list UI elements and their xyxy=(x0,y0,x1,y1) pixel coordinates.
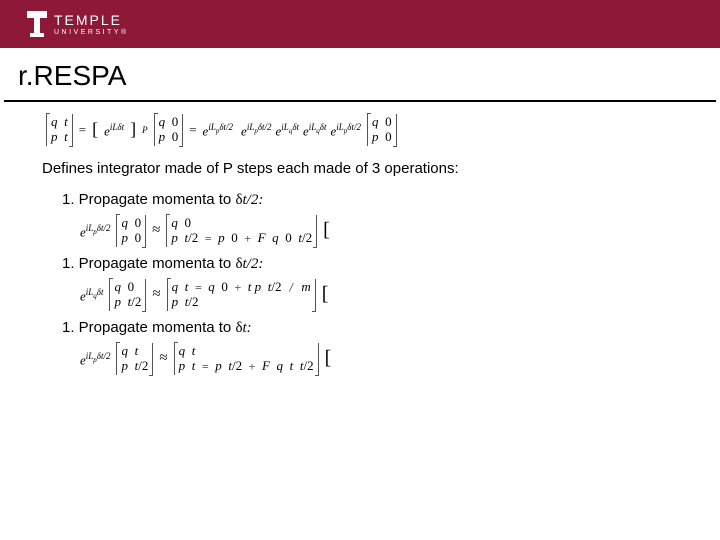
logo-t-icon xyxy=(26,9,48,39)
equals-sign: = xyxy=(79,122,86,138)
temple-logo: TEMPLE UNIVERSITY® xyxy=(26,9,129,39)
state-vector-qt-pt: q t p t xyxy=(46,114,73,146)
brand-header: TEMPLE UNIVERSITY® xyxy=(0,0,720,48)
state-vector-q0-p0: q 0 p 0 xyxy=(154,114,184,146)
logo-main-text: TEMPLE xyxy=(54,13,129,27)
intro-text: Defines integrator made of P steps each … xyxy=(42,160,680,177)
main-equation: q t p t = [ eiLδt ]P q 0 p 0 = eiLpδt/2 … xyxy=(40,114,680,146)
power-p: P xyxy=(142,125,148,135)
state-vector-q0-p0-right: q 0 p 0 xyxy=(367,114,397,146)
propagator-chain: eiLpδt/2 eiLpδt/2 eiLqδt eiLqδt eiLpδt/2 xyxy=(203,120,361,139)
step-2-equation: eiLqδt q 0 p t/2 ≈ q t = q 0 + t p t/2 /… xyxy=(80,279,680,311)
step-1-label: 1. Propagate momenta to δδt/2:t/2: xyxy=(62,191,680,209)
propagator-exp: eiLδt xyxy=(104,120,124,139)
step-3-label: 1. Propagate momenta to δt: xyxy=(62,319,680,337)
step-2-label: 1. Propagate momenta to δt/2: xyxy=(62,255,680,273)
logo-sub-text: UNIVERSITY® xyxy=(54,29,129,36)
slide-body: q t p t = [ eiLδt ]P q 0 p 0 = eiLpδt/2 … xyxy=(0,114,720,375)
step-1-equation: eiLpδt/2 q 0 p 0 ≈ q 0 p t/2 = p 0 + F q… xyxy=(80,215,680,247)
equals-sign-2: = xyxy=(189,122,196,138)
slide-title: r.RESPA xyxy=(4,48,716,102)
step-3-equation: eiLpδt/2 q t p t/2 ≈ q t p t = p t/2 + F… xyxy=(80,343,680,375)
